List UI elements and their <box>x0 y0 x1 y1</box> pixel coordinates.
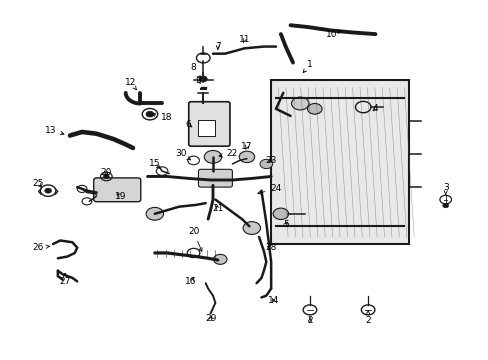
Text: 17: 17 <box>241 142 252 151</box>
Text: 12: 12 <box>124 78 136 90</box>
Text: 2: 2 <box>365 310 370 325</box>
Text: 20: 20 <box>101 168 112 177</box>
Circle shape <box>291 97 308 110</box>
Text: 16: 16 <box>185 277 197 286</box>
Text: 7: 7 <box>215 42 220 51</box>
FancyBboxPatch shape <box>188 102 229 146</box>
Text: 15: 15 <box>149 159 160 168</box>
Text: 20: 20 <box>187 227 202 251</box>
Text: 1: 1 <box>303 60 312 72</box>
Text: 3: 3 <box>442 183 447 194</box>
Circle shape <box>45 188 51 193</box>
Text: 18: 18 <box>152 113 172 122</box>
Text: 6: 6 <box>185 120 191 129</box>
Circle shape <box>239 151 254 163</box>
Circle shape <box>146 111 154 117</box>
Text: 26: 26 <box>33 243 50 252</box>
Text: 13: 13 <box>45 126 64 135</box>
Text: 2: 2 <box>306 316 312 325</box>
FancyBboxPatch shape <box>198 169 232 187</box>
Text: 29: 29 <box>204 314 216 323</box>
Circle shape <box>204 150 221 163</box>
Text: 5: 5 <box>282 220 288 229</box>
Circle shape <box>103 174 109 179</box>
Circle shape <box>199 76 207 82</box>
Text: 23: 23 <box>265 156 276 165</box>
FancyBboxPatch shape <box>94 178 141 202</box>
Text: 28: 28 <box>265 243 276 252</box>
Circle shape <box>213 255 226 264</box>
Text: 27: 27 <box>60 274 71 286</box>
Circle shape <box>272 208 288 220</box>
Circle shape <box>307 103 322 114</box>
Text: 9: 9 <box>195 76 201 85</box>
Text: 22: 22 <box>219 149 238 158</box>
Text: 19: 19 <box>115 192 126 201</box>
Bar <box>271 80 408 244</box>
Text: 14: 14 <box>267 297 279 306</box>
Circle shape <box>146 207 163 220</box>
Text: 4: 4 <box>372 104 377 113</box>
Text: 24: 24 <box>257 184 281 194</box>
Circle shape <box>442 203 447 208</box>
Text: 30: 30 <box>175 149 190 160</box>
Text: 11: 11 <box>238 35 250 44</box>
Text: 8: 8 <box>190 63 200 79</box>
Circle shape <box>260 159 272 168</box>
Text: 25: 25 <box>33 179 44 188</box>
Text: 21: 21 <box>212 204 223 213</box>
Circle shape <box>243 222 260 234</box>
Text: 10: 10 <box>325 30 340 39</box>
Bar <box>198 120 215 135</box>
